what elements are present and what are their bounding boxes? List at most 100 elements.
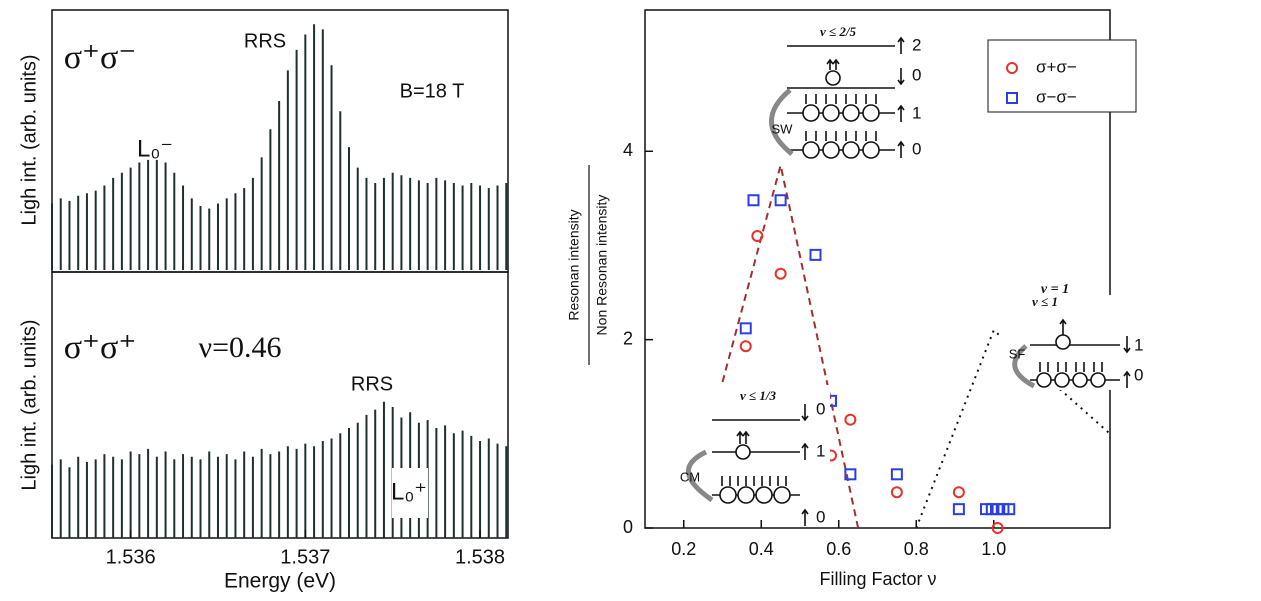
level-label: 1: [816, 441, 825, 460]
level-label: 0: [912, 65, 921, 84]
marker: [991, 522, 1004, 534]
level-label: 2: [912, 35, 921, 54]
y-tick-label: 0: [623, 517, 633, 537]
annotation: RRS: [351, 373, 393, 395]
x-tick-label: 1.536: [106, 546, 156, 568]
electron: [1072, 372, 1088, 388]
level-label: 0: [816, 507, 825, 526]
marker: [1006, 62, 1018, 74]
marker: [1003, 503, 1016, 516]
level-label: 1: [1134, 335, 1143, 354]
marker: [774, 267, 787, 280]
electron: [1036, 372, 1052, 388]
y-tick-label: 2: [623, 328, 633, 348]
legend-label: σ+σ−: [1036, 57, 1077, 76]
x-tick-label: 0.6: [826, 539, 851, 559]
marker: [890, 468, 903, 481]
electron: [842, 141, 860, 159]
legend: σ+σ− σ−σ−: [1006, 57, 1077, 106]
electron: [773, 486, 791, 504]
trend-line: [721, 165, 860, 529]
electron: [1054, 372, 1070, 388]
marker: [747, 194, 760, 207]
x-tick-label: 1.537: [280, 546, 330, 568]
electron: [842, 104, 860, 122]
level-label: 1: [912, 103, 921, 122]
plot-frame: [644, 9, 1111, 529]
x-tick-label: 0.2: [671, 539, 696, 559]
y-axis-label: Ligh int. (arb. units): [18, 54, 40, 225]
trend-line: [915, 328, 1111, 529]
transition-arrow: [1012, 344, 1036, 389]
inset-diagram: ν ≤ 2/5 2 0 1 0 SW: [755, 20, 921, 162]
electron: [735, 444, 751, 460]
level-arrows: [1123, 336, 1131, 388]
electron: [802, 141, 820, 159]
transition-arrow: [769, 88, 794, 156]
marker: [952, 503, 965, 516]
level-arrows: [801, 404, 809, 526]
annotation: B=18 T: [400, 80, 465, 102]
annotation: ν=0.46: [199, 331, 282, 364]
x-axis-label: Energy (eV): [224, 570, 336, 593]
marker: [739, 340, 752, 353]
level-label: 0: [816, 399, 825, 418]
inset-title: ν ≤ 1/3: [740, 388, 777, 403]
inset-title: ν ≤ 1: [1032, 294, 1058, 309]
marker: [739, 322, 752, 335]
annotation: σ⁺σ⁻: [64, 39, 137, 76]
x-tick-label: 0.4: [749, 539, 774, 559]
inset-diagram: ν ≤ 1 1 0 SF: [1000, 294, 1143, 390]
x-tick-label: 1.538: [455, 546, 505, 568]
marker: [774, 194, 787, 207]
y-axis-label: Ligh int. (arb. units): [18, 319, 40, 490]
annotation: RRS: [244, 30, 286, 52]
electron: [737, 486, 755, 504]
marker: [890, 486, 903, 499]
electron: [1055, 334, 1071, 350]
inset-label: SF: [1009, 346, 1026, 361]
level-label: 0: [912, 139, 921, 158]
electron: [862, 141, 880, 159]
electron: [802, 104, 820, 122]
marker: [844, 413, 857, 426]
level-arrows: [897, 36, 905, 158]
label-background: [392, 468, 428, 518]
spin-arrows: [721, 430, 787, 486]
transition-arrow: [685, 449, 714, 503]
x-tick-label: 1.0: [981, 539, 1006, 559]
marker: [751, 230, 764, 243]
spin-arrows: [805, 58, 877, 141]
annotation: ν = 1: [1041, 282, 1069, 297]
y-axis-label: Non Resonan intensity: [594, 195, 610, 336]
inset-background: [755, 20, 920, 162]
annotation: L₀⁻: [137, 135, 173, 162]
y-axis-label: Resonan intensity: [566, 209, 582, 320]
marker: [844, 468, 857, 481]
level-label: 0: [1134, 365, 1143, 384]
legend-box: [987, 39, 1137, 113]
inset-label: SW: [772, 121, 794, 136]
x-tick-label: 0.8: [904, 539, 929, 559]
legend-label: σ−σ−: [1036, 87, 1077, 106]
marker: [952, 486, 965, 499]
inset-label: CM: [680, 469, 700, 484]
electron: [755, 486, 773, 504]
marker: [1006, 92, 1018, 104]
scatter-plot: [645, 150, 1111, 534]
electron: [822, 141, 840, 159]
electron: [719, 486, 737, 504]
marker: [809, 248, 822, 261]
spin-arrows: [1039, 318, 1103, 372]
inset-diagram: ν ≤ 1/3 0 1 0 CM: [670, 385, 830, 526]
electron: [825, 70, 841, 86]
electron: [822, 104, 840, 122]
electron: [862, 104, 880, 122]
y-tick-label: 4: [623, 140, 633, 160]
x-axis-label: Filling Factor ν: [819, 569, 936, 589]
annotation: σ⁺σ⁺: [64, 329, 137, 366]
electron: [1090, 372, 1106, 388]
annotation: L₀⁺: [391, 478, 427, 505]
inset-title: ν ≤ 2/5: [820, 24, 857, 39]
